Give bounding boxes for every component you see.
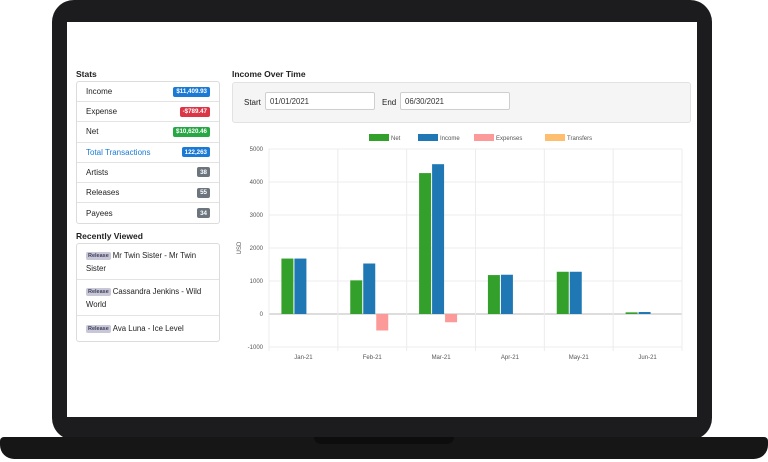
recent-item-title[interactable]: Ava Luna - Ice Level [112,324,184,333]
bar-net [281,258,294,314]
start-date-input[interactable] [265,92,375,110]
release-tag: Release [86,251,111,260]
stats-item-label: Income [86,87,113,97]
recent-title: Recently Viewed [76,231,143,241]
release-tag: Release [86,287,111,296]
stats-value-badge: 34 [197,208,210,219]
x-tick-label: Feb-21 [363,355,383,361]
start-label: Start [244,98,261,107]
legend-label: Expenses [496,136,522,142]
y-axis-label: USD [237,241,243,254]
stats-item-payees: Payees 34 [77,203,219,223]
legend-swatch-income [418,134,438,141]
bar-net [419,173,432,314]
stats-item-expense: Expense -$789.47 [77,102,219,123]
stats-title: Stats [76,69,97,79]
stats-item-label: Expense [86,107,118,117]
stats-value-badge: $11,409.93 [173,86,210,97]
stats-item-net: Net $10,620.46 [77,122,219,143]
income-chart: 5000 4000 3000 2000 1000 0 -1000 USD Jan-21 Feb-2… [237,134,683,361]
stats-item-releases: Releases 55 [77,183,219,204]
stats-item-label: Artists [86,167,109,177]
legend-label: Net [391,136,401,142]
recently-viewed-list: Release Mr Twin Sister - Mr Twin Sister Re… [76,243,220,342]
stats-item-label: Total Transactions [86,147,151,157]
legend-swatch-net [369,134,389,141]
y-tick-label: -1000 [248,345,264,351]
y-tick-label: 2000 [250,246,264,252]
stats-value-badge: -$789.47 [179,106,210,117]
bar-income [638,312,651,314]
bar-expenses [376,314,389,331]
stats-item-label: Net [86,127,99,137]
stats-value-badge: 38 [197,167,210,178]
legend-swatch-transfers [545,134,565,141]
end-date-input[interactable] [400,92,510,110]
x-tick-label: Jun-21 [638,355,657,361]
income-title: Income Over Time [232,69,306,79]
recent-item-title[interactable]: Mr Twin Sister - Mr Twin Sister [86,250,197,273]
recent-item-content: Release Cassandra Jenkins - Wild World [86,285,210,311]
app-screen: Stats Income $11,409.93 Expense -$789.47 Net… [67,22,697,417]
recent-item-title[interactable]: Cassandra Jenkins - Wild World [86,286,202,309]
stats-list: Income $11,409.93 Expense -$789.47 Net $10,62… [76,81,220,225]
legend-label: Transfers [567,136,592,142]
bar-income [294,258,307,314]
date-filter: Start End [232,82,691,123]
recent-item[interactable]: Release Ava Luna - Ice Level [77,316,219,341]
legend-swatch-expenses [474,134,494,141]
bar-income [569,271,582,314]
x-tick-label: Apr-21 [501,355,520,361]
x-tick-label: Jan-21 [294,355,313,361]
stats-item-income: Income $11,409.93 [77,82,219,103]
x-tick-label: May-21 [569,355,590,361]
laptop-notch [314,437,454,444]
recent-item[interactable]: Release Cassandra Jenkins - Wild World [77,280,219,316]
stats-item-artists: Artists 38 [77,163,219,183]
stats-value-badge: 55 [197,187,210,198]
bar-net [350,280,363,314]
y-tick-label: 5000 [250,147,264,153]
release-tag: Release [86,325,111,333]
bar-income [363,263,376,314]
stats-value-badge: 122,263 [181,147,210,158]
legend-label: Income [440,136,460,142]
stats-item-label: Payees [86,208,113,218]
y-tick-label: 1000 [250,279,264,285]
end-label: End [382,98,397,107]
bar-expenses [445,314,458,323]
y-tick-label: 3000 [250,213,264,219]
stats-value-badge: $10,620.46 [173,126,210,137]
stats-item-total-transactions[interactable]: Total Transactions 122,263 [77,143,219,163]
bar-income [432,164,445,314]
bar-income [500,274,513,314]
x-tick-label: Mar-21 [432,355,452,361]
bar-net [556,271,569,314]
bar-net [487,275,500,314]
recent-item-content: Release Mr Twin Sister - Mr Twin Sister [86,249,210,275]
y-tick-label: 0 [260,312,264,318]
stats-item-label: Releases [86,188,120,198]
recent-item[interactable]: Release Mr Twin Sister - Mr Twin Sister [77,244,219,280]
bar-net [625,312,638,314]
laptop-base [0,437,768,459]
recent-item-content: Release Ava Luna - Ice Level [86,322,184,335]
y-tick-label: 4000 [250,180,264,186]
